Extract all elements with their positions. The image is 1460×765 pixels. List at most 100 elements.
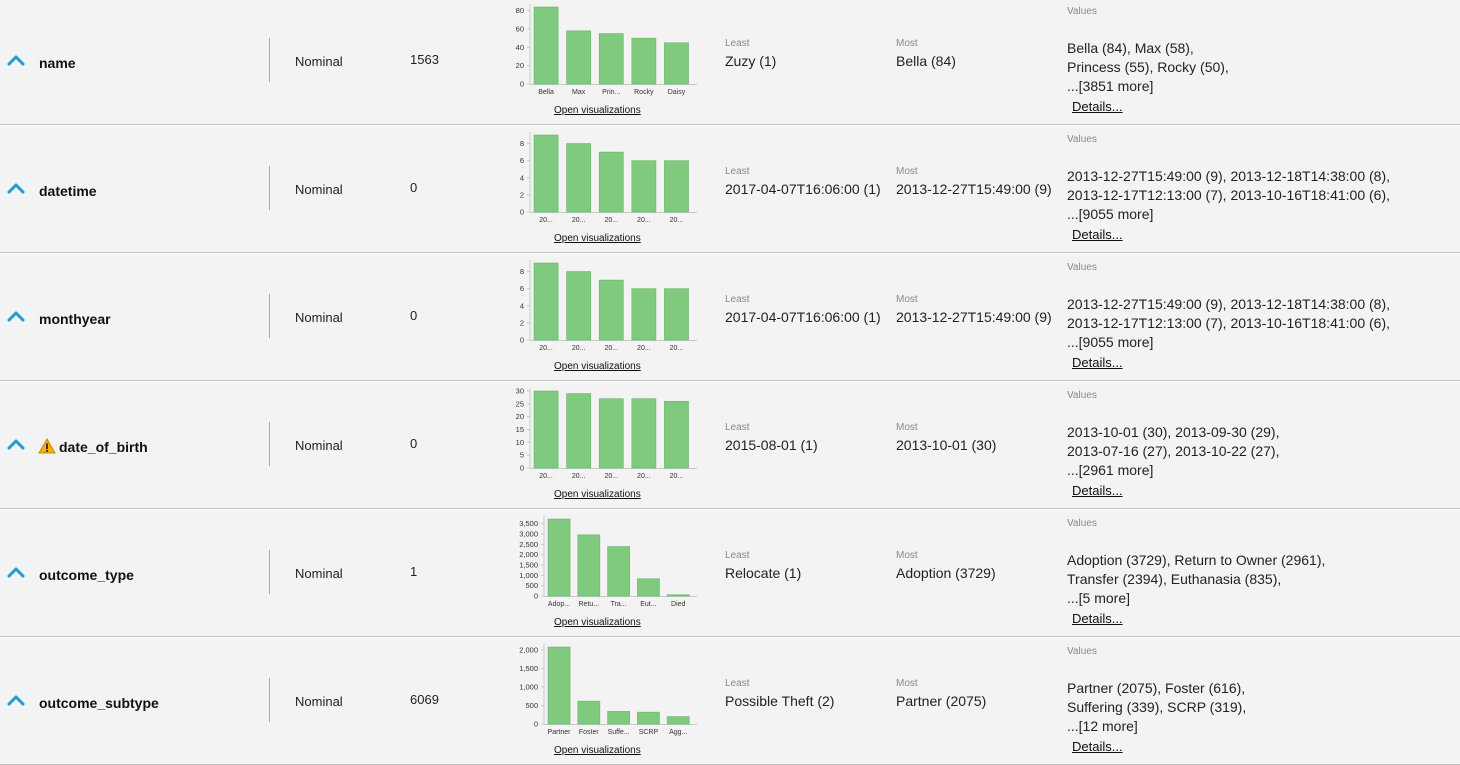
chart-bar[interactable]	[547, 518, 571, 597]
most-label: Most	[896, 38, 918, 49]
least-label: Least	[725, 550, 750, 561]
chart-bar[interactable]	[533, 6, 559, 85]
chart-bar[interactable]	[637, 711, 660, 725]
chart-y-tick-label: 60	[516, 25, 524, 34]
chart-y-tick-label: 8	[520, 267, 524, 276]
values-line: ...[9055 more]	[1067, 206, 1154, 222]
details-link[interactable]: Details...	[1072, 739, 1123, 754]
values-label: Values	[1067, 646, 1097, 657]
chart-bar[interactable]	[666, 594, 690, 597]
chart-bar[interactable]	[598, 33, 624, 85]
most-label: Most	[896, 678, 918, 689]
chevron-up-icon[interactable]	[7, 53, 25, 67]
missing-count: 1563	[410, 52, 439, 67]
least-label: Least	[725, 38, 750, 49]
details-link[interactable]: Details...	[1072, 227, 1123, 242]
chart-bar[interactable]	[566, 393, 592, 469]
details-link[interactable]: Details...	[1072, 483, 1123, 498]
chart-y-tick-label: 5	[520, 451, 524, 460]
chart-category-label: Retu...	[579, 601, 600, 608]
chart-y-tick-label: 500	[525, 701, 538, 710]
chart-bar[interactable]	[631, 160, 657, 213]
attribute-row-outcome-subtype: outcome_subtype Nominal 6069 0 500 1,000 1,…	[0, 640, 1460, 765]
chart-category-label: Max	[572, 89, 586, 96]
warning-icon	[38, 437, 56, 454]
attribute-type: Nominal	[295, 310, 343, 325]
chart-y-tick-label: 20	[516, 412, 524, 421]
details-link[interactable]: Details...	[1072, 99, 1123, 114]
chart-bar[interactable]	[664, 42, 689, 85]
details-link[interactable]: Details...	[1072, 355, 1123, 370]
values-label: Values	[1067, 262, 1097, 273]
most-label: Most	[896, 422, 918, 433]
chart-y-tick-label: 1,500	[519, 561, 538, 570]
chart-category-label: Died	[671, 601, 686, 608]
chart-bar[interactable]	[607, 711, 630, 725]
open-visualizations-link[interactable]: Open visualizations	[554, 105, 641, 116]
chart-y-tick-label: 4	[520, 173, 524, 182]
chart-y-tick-label: 2,500	[519, 540, 538, 549]
values-line: 2013-12-17T12:13:00 (7), 2013-10-16T18:4…	[1067, 187, 1390, 203]
attribute-name: outcome_type	[39, 567, 134, 583]
attribute-row-date-of-birth: date_of_birth Nominal 0 0 5 10 15 20 25 30 20..…	[0, 384, 1460, 509]
chart-bar[interactable]	[547, 646, 571, 725]
chart-bar[interactable]	[637, 578, 660, 597]
open-visualizations-link[interactable]: Open visualizations	[554, 233, 641, 244]
values-line: Bella (84), Max (58),	[1067, 40, 1194, 56]
chart-bar[interactable]	[631, 398, 657, 469]
chevron-up-icon[interactable]	[7, 565, 25, 579]
chart-bar[interactable]	[566, 30, 592, 85]
details-link[interactable]: Details...	[1072, 611, 1123, 626]
chart-bar[interactable]	[664, 160, 689, 213]
chart-category-label: 20...	[539, 217, 553, 224]
chart-bar[interactable]	[607, 546, 630, 597]
column-divider	[269, 422, 270, 466]
values-line: ...[9055 more]	[1067, 334, 1154, 350]
least-label: Least	[725, 422, 750, 433]
column-divider	[269, 166, 270, 210]
open-visualizations-link[interactable]: Open visualizations	[554, 361, 641, 372]
chart-bar[interactable]	[666, 716, 690, 725]
chart-bar[interactable]	[631, 288, 657, 341]
values-summary: 2013-10-01 (30), 2013-09-30 (29), 2013-07…	[1067, 423, 1279, 480]
chart-bar[interactable]	[533, 390, 559, 469]
most-label: Most	[896, 294, 918, 305]
open-visualizations-link[interactable]: Open visualizations	[554, 745, 641, 756]
chart-bar[interactable]	[533, 134, 559, 213]
values-line: Partner (2075), Foster (616),	[1067, 680, 1246, 696]
chevron-up-icon[interactable]	[7, 693, 25, 707]
chart-bar[interactable]	[598, 279, 624, 341]
chart-category-label: Partner	[548, 729, 572, 736]
least-value: 2017-04-07T16:06:00 (1)	[725, 181, 881, 197]
open-visualizations-link[interactable]: Open visualizations	[554, 617, 641, 628]
least-label: Least	[725, 294, 750, 305]
attribute-name: name	[39, 55, 76, 71]
chart-bar[interactable]	[533, 262, 559, 341]
least-value: 2015-08-01 (1)	[725, 437, 818, 453]
values-line: Princess (55), Rocky (50),	[1067, 59, 1229, 75]
chart-bar[interactable]	[664, 288, 689, 341]
values-label: Values	[1067, 134, 1097, 145]
chevron-up-icon[interactable]	[7, 309, 25, 323]
chart-bar[interactable]	[566, 271, 592, 341]
chart-y-tick-label: 1,000	[519, 571, 538, 580]
missing-count: 6069	[410, 692, 439, 707]
attribute-name: datetime	[39, 183, 97, 199]
bar-chart: 0 2 4 6 8 20... 20... 20... 20... 20...	[520, 132, 697, 224]
attribute-type: Nominal	[295, 438, 343, 453]
chart-bar[interactable]	[577, 700, 601, 725]
chevron-up-icon[interactable]	[7, 437, 25, 451]
chart-bar[interactable]	[598, 151, 624, 213]
chart-bar[interactable]	[577, 534, 601, 597]
chart-bar[interactable]	[598, 398, 624, 469]
chart-bar[interactable]	[664, 400, 689, 469]
chart-bar[interactable]	[631, 37, 657, 85]
chart-bar[interactable]	[566, 143, 592, 213]
chevron-up-icon[interactable]	[7, 181, 25, 195]
open-visualizations-link[interactable]: Open visualizations	[554, 489, 641, 500]
bar-chart: 0 2 4 6 8 20... 20... 20... 20... 20...	[520, 260, 697, 352]
values-line: 2013-12-17T12:13:00 (7), 2013-10-16T18:4…	[1067, 315, 1390, 331]
chart-category-label: 20...	[604, 473, 618, 480]
values-line: ...[3851 more]	[1067, 78, 1154, 94]
